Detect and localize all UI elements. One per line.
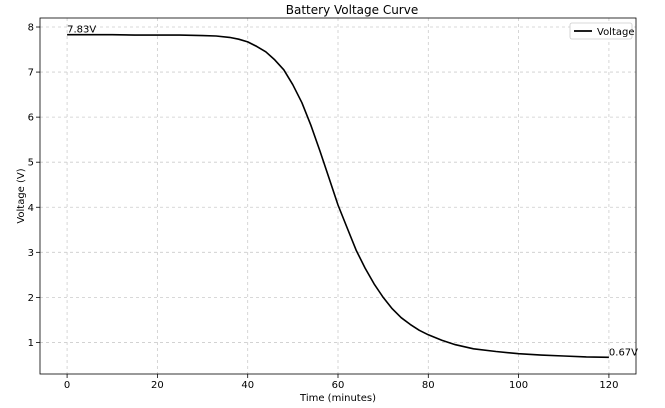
annotation-1: 0.67V: [609, 347, 638, 358]
y-tick-label-7: 8: [28, 23, 34, 34]
annotation-0: 7.83V: [67, 25, 96, 36]
series-line-voltage: [67, 33, 609, 359]
x-axis-label: Time (minutes): [299, 393, 376, 404]
y-tick-label-4: 5: [28, 158, 34, 169]
y-tick-label-1: 2: [28, 293, 34, 304]
legend-label-voltage: Voltage: [597, 27, 635, 38]
x-tick-label-3: 60: [332, 380, 345, 391]
x-tick-label-1: 20: [151, 380, 164, 391]
annotations: 7.83V 0.67V: [67, 25, 638, 359]
y-tick-label-5: 6: [28, 113, 34, 124]
x-tick-label-5: 100: [509, 380, 528, 391]
chart-title: Battery Voltage Curve: [286, 3, 418, 17]
y-axis: 1 2 3 4 5 6 7 8: [28, 23, 40, 349]
x-tick-label-6: 120: [599, 380, 618, 391]
y-axis-label: Voltage (V): [16, 168, 27, 223]
y-tick-label-0: 1: [28, 338, 34, 349]
x-tick-label-4: 80: [422, 380, 435, 391]
y-tick-label-6: 7: [28, 68, 34, 79]
y-tick-label-2: 3: [28, 248, 34, 259]
x-axis: 0 20 40 60 80 100 120: [64, 374, 618, 391]
x-tick-label-0: 0: [64, 380, 70, 391]
y-tick-label-3: 4: [28, 203, 34, 214]
legend-box: [569, 22, 633, 40]
grid-lines: [40, 18, 636, 374]
x-tick-label-2: 40: [241, 380, 254, 391]
legend: Voltage: [569, 22, 635, 40]
